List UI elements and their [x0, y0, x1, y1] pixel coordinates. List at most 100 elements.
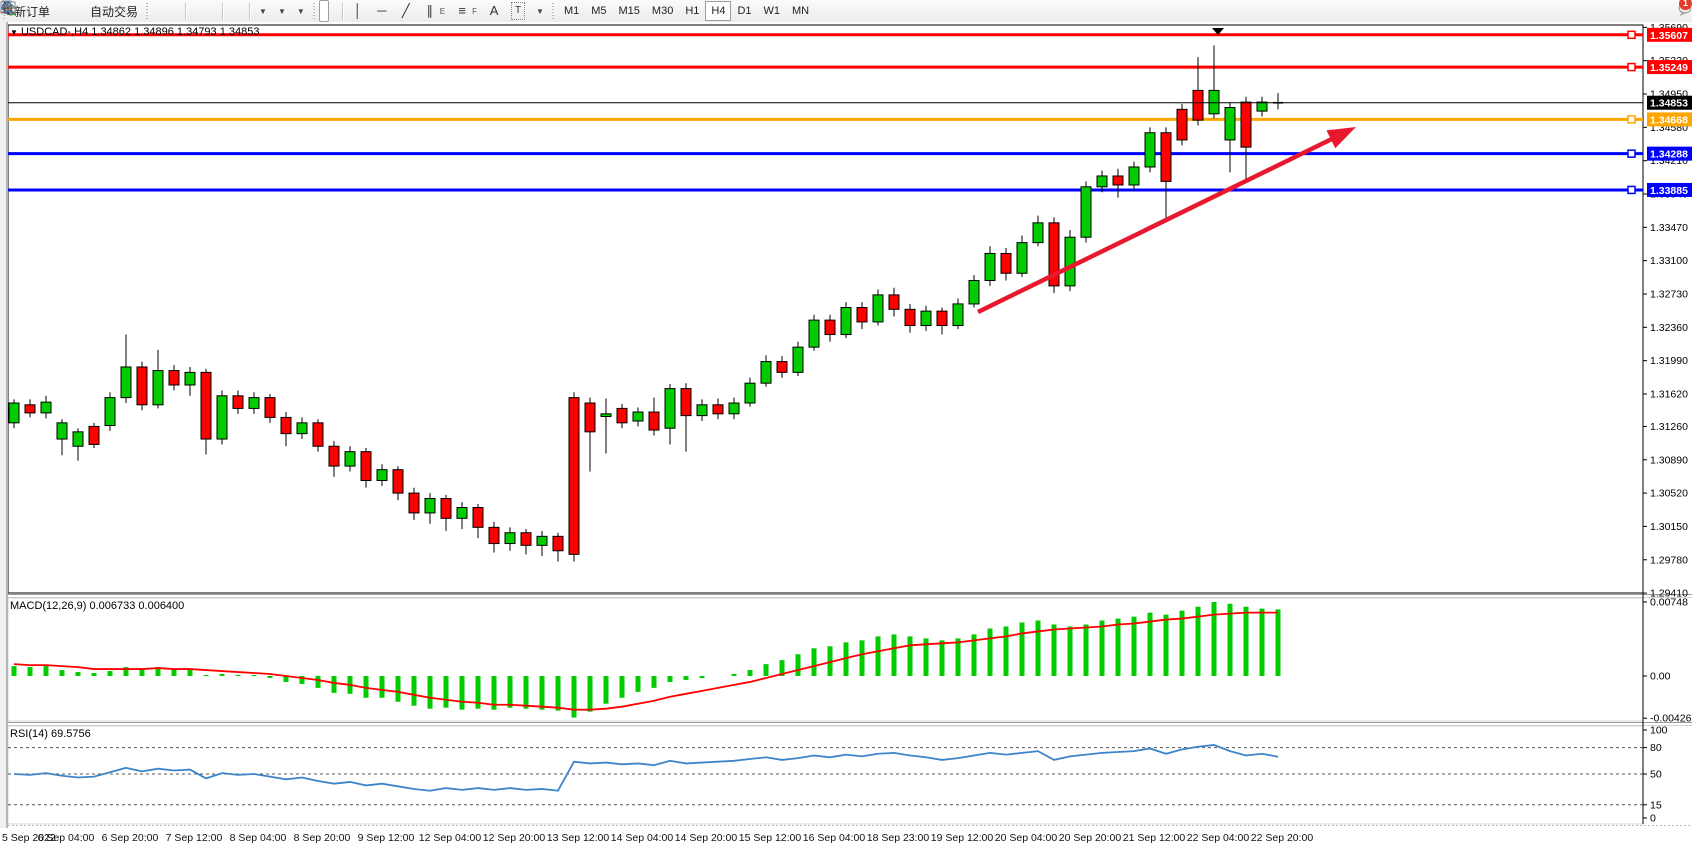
trend-arrow-line[interactable]: [977, 131, 1343, 315]
fibonacci-icon-sub: F: [472, 6, 478, 16]
price-line-handle[interactable]: [1627, 30, 1636, 40]
price-line-label: 1.35607: [1650, 30, 1688, 42]
toolbar-grip: [145, 3, 151, 19]
macd-tick-label: 0.00748: [1650, 596, 1688, 608]
time-axis[interactable]: 5 Sep 2022 6 Sep 04:00 6 Sep 20:00 7 Sep 12…: [0, 828, 1692, 849]
signal-button[interactable]: [2, 0, 85, 22]
candle: [216, 395, 228, 440]
price-line-handle[interactable]: [1627, 62, 1636, 72]
tile-windows-button[interactable]: [1, 0, 219, 22]
candle: [1240, 101, 1252, 148]
candle: [856, 307, 868, 323]
trend-arrow-head[interactable]: [1326, 127, 1356, 149]
timeframe-button-mn[interactable]: MN: [792, 5, 810, 17]
crosshair-button[interactable]: [1, 0, 339, 22]
candle: [616, 407, 628, 424]
timeframe-button-m1[interactable]: M1: [563, 5, 580, 17]
timeframe-button-h1[interactable]: H1: [685, 5, 700, 17]
candle: [712, 404, 724, 415]
time-axis-label: 21 Sep 12:00: [1122, 832, 1186, 844]
timeframe-button-d1[interactable]: D1: [737, 5, 752, 17]
candle: [504, 532, 516, 545]
price-line-handle[interactable]: [1627, 149, 1636, 158]
timeframe-button-m30[interactable]: M30: [651, 5, 674, 17]
rsi-tick-label: 15: [1650, 799, 1662, 811]
candle: [440, 498, 452, 519]
current-price-label-box: [1647, 95, 1692, 110]
price-line-handle[interactable]: [1627, 115, 1636, 124]
time-axis-label: 6 Sep 20:00: [101, 832, 159, 844]
templates-button[interactable]: ▼: [0, 0, 310, 22]
horizontal-line-button[interactable]: ─: [370, 0, 394, 22]
timeframe-button-m5[interactable]: M5: [591, 5, 607, 17]
zoom-in-button[interactable]: [2, 0, 199, 22]
toolbar-separator: [341, 2, 343, 20]
candle: [1192, 89, 1204, 121]
zoom-out-button[interactable]: [2, 0, 209, 22]
macd-panel: [7, 597, 1644, 722]
vertical-line-button[interactable]: │: [346, 0, 370, 22]
candle: [1080, 186, 1092, 238]
candle: [1032, 222, 1044, 244]
toolbar-separator: [249, 2, 251, 20]
candle: [920, 310, 932, 327]
line-chart-button[interactable]: [1, 0, 182, 22]
arrows-button[interactable]: ▼: [3, 0, 549, 22]
window-left-edge: [0, 22, 8, 849]
price-tick-label: 1.31990: [1650, 355, 1688, 367]
candlestick-button[interactable]: [2, 0, 172, 22]
time-axis-label: 22 Sep 04:00: [1186, 832, 1250, 844]
timeframe-button-h4[interactable]: H4: [705, 1, 732, 21]
trendline-button[interactable]: ╱: [394, 0, 418, 22]
fibonacci-button[interactable]: ≡ F: [450, 0, 482, 22]
price-tick-label: 1.30150: [1650, 521, 1688, 533]
candle: [1256, 101, 1268, 112]
new-order-label: 新订单: [14, 4, 51, 19]
toolbar-grip: [311, 3, 317, 19]
autotrading-button[interactable]: 自动交易: [1, 0, 143, 22]
candle: [488, 526, 500, 545]
main-panel: [7, 24, 1644, 594]
candle: [136, 366, 148, 406]
bar-chart-button[interactable]: [3, 0, 162, 22]
chat-button[interactable]: 1: [1676, 0, 1692, 22]
indicators-button[interactable]: ▼: [0, 0, 272, 22]
time-axis-label: 19 Sep 12:00: [930, 832, 994, 844]
candle: [1064, 236, 1076, 287]
rsi-tick-label: 0: [1650, 813, 1656, 825]
time-axis-label: 15 Sep 12:00: [738, 832, 802, 844]
candle: [1176, 108, 1188, 141]
time-axis-label: 18 Sep 23:00: [866, 832, 930, 844]
chart-shift-button[interactable]: [2, 0, 236, 22]
macd-signal-line: [13, 611, 1278, 711]
candle: [296, 422, 308, 435]
auto-scroll-button[interactable]: [2, 0, 246, 22]
time-axis-label: 22 Sep 20:00: [1250, 832, 1314, 844]
candle: [600, 413, 612, 418]
periods-button[interactable]: ▼: [1, 0, 291, 22]
candle: [168, 370, 180, 386]
time-axis-label: 14 Sep 20:00: [674, 832, 738, 844]
text-button[interactable]: A: [482, 0, 506, 22]
search-button[interactable]: [1, 0, 1668, 22]
timeframe-button-m15[interactable]: M15: [618, 5, 640, 17]
symbol-ohlc-line: USDCAD-,H4 1.34862 1.34896 1.34793 1.348…: [20, 26, 260, 38]
candle: [872, 294, 884, 323]
candle: [776, 361, 788, 373]
text-label-button[interactable]: T: [506, 0, 530, 22]
new-chart-button[interactable]: [0, 0, 75, 22]
price-line-label-box: [1647, 60, 1692, 75]
candle: [184, 371, 196, 386]
timeframe-button-w1[interactable]: W1: [763, 5, 781, 17]
time-axis-label: 12 Sep 20:00: [482, 832, 546, 844]
gold-cube-button[interactable]: [1, 0, 65, 22]
price-line-handle[interactable]: [1627, 185, 1636, 195]
channel-icon-sub: E: [439, 6, 446, 16]
price-line-label: 1.34668: [1650, 114, 1688, 126]
price-chart[interactable]: 1.356901.353201.349501.345801.342101.338…: [0, 22, 1692, 849]
chart-object-marker[interactable]: [1212, 28, 1224, 35]
cursor-button[interactable]: [4, 0, 329, 22]
channel-button[interactable]: ∥ E: [418, 0, 450, 22]
toolbar-grip: [550, 3, 556, 19]
toolbar: 新订单 自动交易: [0, 0, 1692, 23]
